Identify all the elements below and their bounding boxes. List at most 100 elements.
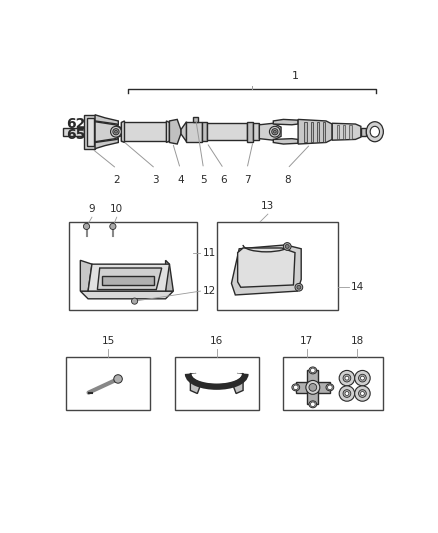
Circle shape <box>283 243 291 251</box>
Polygon shape <box>273 119 298 125</box>
Circle shape <box>297 285 301 289</box>
Polygon shape <box>88 264 170 291</box>
Circle shape <box>311 402 315 407</box>
Polygon shape <box>323 122 325 142</box>
Polygon shape <box>207 123 247 140</box>
Text: 17: 17 <box>300 336 313 346</box>
Polygon shape <box>87 118 93 146</box>
Ellipse shape <box>309 401 317 408</box>
Ellipse shape <box>370 126 379 137</box>
Text: 62: 62 <box>67 117 86 131</box>
Circle shape <box>345 376 349 380</box>
Polygon shape <box>166 260 173 291</box>
Circle shape <box>328 385 332 390</box>
Polygon shape <box>95 115 118 126</box>
Polygon shape <box>273 139 298 144</box>
Polygon shape <box>80 291 173 299</box>
Polygon shape <box>193 117 198 122</box>
Text: 13: 13 <box>261 201 275 211</box>
Circle shape <box>309 384 317 391</box>
Polygon shape <box>259 123 281 140</box>
Text: 6: 6 <box>220 175 227 185</box>
Text: 12: 12 <box>203 286 216 296</box>
Polygon shape <box>95 122 121 142</box>
Text: 10: 10 <box>110 204 124 214</box>
Circle shape <box>339 370 355 386</box>
Polygon shape <box>187 122 202 142</box>
Text: 16: 16 <box>210 336 223 346</box>
Polygon shape <box>247 122 253 142</box>
Polygon shape <box>337 125 339 139</box>
Polygon shape <box>296 382 330 393</box>
Polygon shape <box>349 125 352 139</box>
Circle shape <box>360 392 364 395</box>
Ellipse shape <box>366 122 383 142</box>
Circle shape <box>110 126 121 137</box>
Circle shape <box>83 223 90 230</box>
Polygon shape <box>311 122 313 142</box>
Text: 1: 1 <box>292 71 299 81</box>
Polygon shape <box>238 248 295 287</box>
Bar <box>69 222 197 310</box>
Circle shape <box>306 381 320 394</box>
Polygon shape <box>253 123 259 140</box>
Polygon shape <box>343 125 346 139</box>
Text: 3: 3 <box>152 175 159 185</box>
Circle shape <box>355 386 370 401</box>
Ellipse shape <box>326 384 334 391</box>
Polygon shape <box>166 121 170 142</box>
Polygon shape <box>307 370 318 405</box>
Polygon shape <box>317 122 319 142</box>
Text: 65: 65 <box>67 128 86 142</box>
Text: 5: 5 <box>200 175 207 185</box>
Text: 14: 14 <box>351 282 364 292</box>
Text: 7: 7 <box>244 175 250 185</box>
Circle shape <box>343 374 351 382</box>
Circle shape <box>115 131 117 133</box>
Polygon shape <box>202 123 207 141</box>
Polygon shape <box>234 374 243 393</box>
Circle shape <box>345 392 349 395</box>
Bar <box>283 357 382 410</box>
Circle shape <box>269 126 280 137</box>
Circle shape <box>343 390 351 398</box>
Polygon shape <box>121 123 170 141</box>
Circle shape <box>114 375 122 383</box>
Polygon shape <box>181 122 187 142</box>
Circle shape <box>311 368 315 373</box>
Circle shape <box>355 370 370 386</box>
Polygon shape <box>63 128 84 135</box>
Circle shape <box>113 128 119 135</box>
Circle shape <box>339 386 355 401</box>
Circle shape <box>273 131 276 133</box>
Circle shape <box>272 128 278 135</box>
Circle shape <box>360 376 364 380</box>
Circle shape <box>131 298 138 304</box>
Polygon shape <box>121 121 124 142</box>
Polygon shape <box>102 276 154 285</box>
Polygon shape <box>304 122 307 142</box>
Polygon shape <box>170 119 181 144</box>
Bar <box>67 357 150 410</box>
Polygon shape <box>95 138 118 149</box>
Bar <box>218 222 338 310</box>
Text: 2: 2 <box>113 175 120 185</box>
Ellipse shape <box>309 367 317 374</box>
Text: 9: 9 <box>88 204 95 214</box>
Circle shape <box>359 374 366 382</box>
Circle shape <box>110 223 116 230</box>
Polygon shape <box>332 123 361 140</box>
Circle shape <box>295 284 303 291</box>
Polygon shape <box>191 374 200 393</box>
Text: 18: 18 <box>350 336 364 346</box>
Polygon shape <box>97 268 162 289</box>
Text: 15: 15 <box>102 336 115 346</box>
Polygon shape <box>80 260 92 291</box>
Polygon shape <box>231 245 301 295</box>
Circle shape <box>293 385 298 390</box>
Polygon shape <box>84 115 95 149</box>
Circle shape <box>285 245 289 248</box>
Text: 8: 8 <box>284 175 290 185</box>
Ellipse shape <box>292 384 300 391</box>
Text: 11: 11 <box>203 248 216 257</box>
